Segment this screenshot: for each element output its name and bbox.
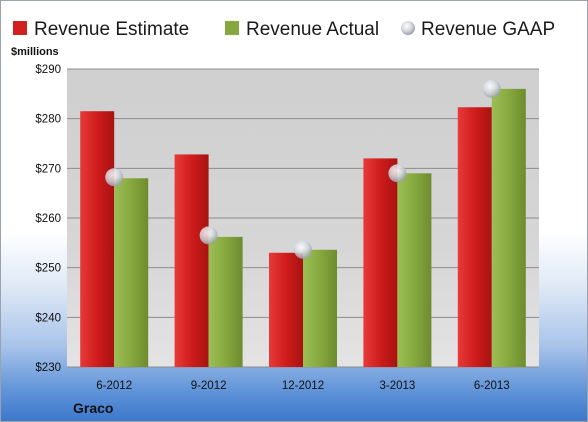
point-revenue-gaap	[388, 164, 407, 183]
y-axis-unit-label: $millions	[11, 46, 59, 58]
bar-revenue-actual	[114, 178, 149, 367]
point-revenue-gaap	[105, 168, 124, 187]
x-tick-label: 3-2013	[379, 380, 415, 392]
x-tick-label: 9-2012	[191, 380, 227, 392]
point-revenue-gaap	[199, 226, 218, 245]
legend: Revenue Estimate Revenue Actual Revenue …	[13, 19, 555, 40]
x-axis-ticks: 6-2012 9-2012 12-2012 3-2013 6-2013	[96, 380, 509, 392]
x-tick-label: 6-2013	[474, 380, 510, 392]
bar-revenue-estimate	[174, 154, 209, 367]
y-tick-label: $260	[35, 213, 61, 225]
x-tick-label: 6-2012	[96, 380, 132, 392]
legend-label-gaap: Revenue GAAP	[421, 19, 555, 40]
bar-revenue-actual	[208, 236, 243, 367]
bar-revenue-actual	[303, 249, 337, 367]
bars	[80, 79, 526, 367]
y-tick-label: $290	[35, 64, 61, 76]
bar-revenue-actual	[397, 173, 432, 367]
legend-label-actual: Revenue Actual	[246, 19, 379, 40]
y-tick-label: $230	[35, 362, 61, 374]
point-revenue-gaap	[482, 79, 501, 98]
legend-label-estimate: Revenue Estimate	[34, 19, 189, 40]
point-revenue-gaap	[294, 240, 312, 259]
y-tick-label: $280	[35, 114, 61, 126]
y-axis-ticks: $230 $240 $250 $260 $270 $280 $290	[35, 64, 61, 374]
legend-swatch-actual	[225, 21, 239, 35]
bar-revenue-estimate	[457, 107, 492, 367]
y-tick-label: $250	[35, 263, 61, 275]
bar-revenue-estimate	[363, 158, 398, 367]
y-tick-label: $240	[35, 312, 61, 324]
company-name: Graco	[73, 400, 113, 416]
bar-revenue-estimate	[269, 252, 303, 367]
y-tick-label: $270	[35, 163, 61, 175]
bar-revenue-estimate	[80, 111, 115, 367]
legend-swatch-gaap	[401, 21, 415, 35]
x-tick-label: 12-2012	[282, 380, 324, 392]
bar-revenue-actual	[491, 88, 526, 367]
legend-swatch-estimate	[13, 21, 27, 35]
